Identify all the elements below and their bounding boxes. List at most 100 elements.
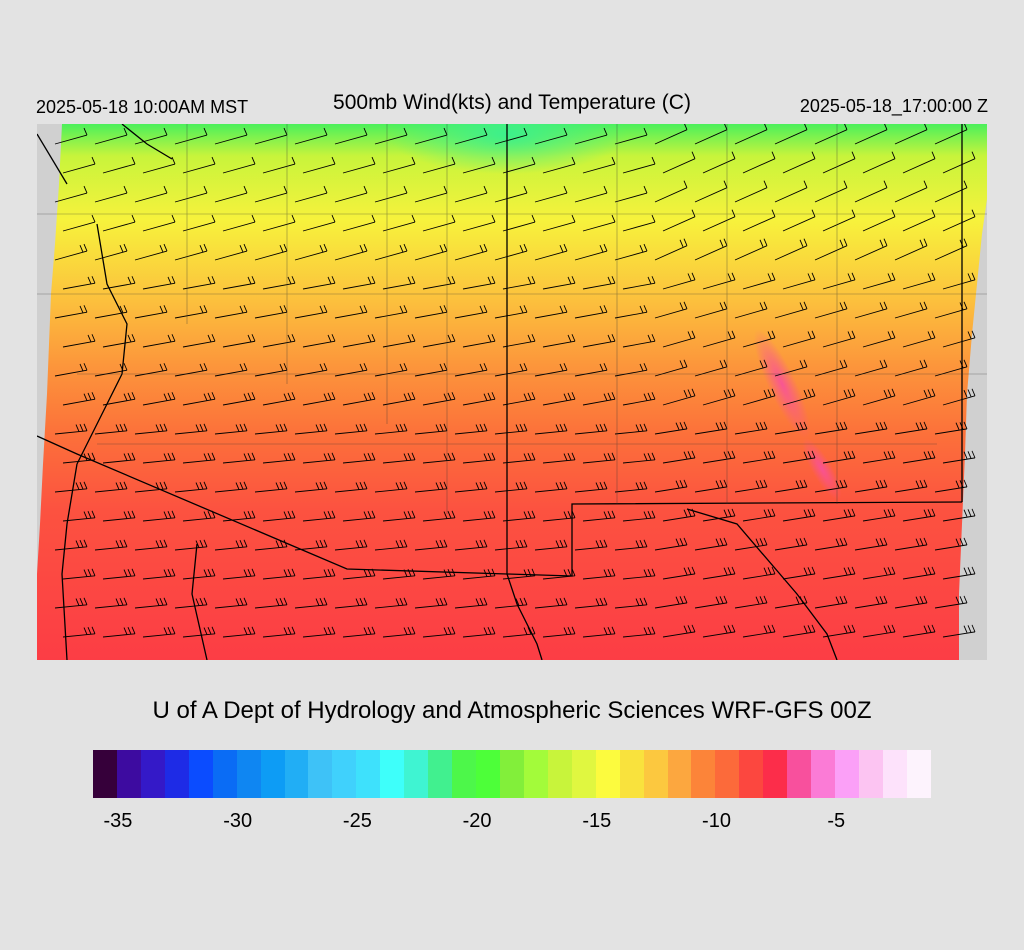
wind-barb-flag: [559, 540, 564, 548]
wind-barb-shaft: [454, 430, 488, 435]
wind-barb-shaft: [334, 604, 368, 609]
wind-barb-flag: [251, 156, 256, 165]
wind-barb-shaft: [582, 221, 616, 232]
wind-barb-flag: [603, 597, 608, 605]
colorbar-swatch: [140, 750, 165, 798]
wind-barb-shaft: [254, 311, 288, 319]
wind-barb-flag: [83, 569, 88, 577]
wind-barb-flag: [643, 127, 648, 136]
wind-barb-flag: [315, 598, 320, 606]
wind-barb-shaft: [774, 544, 808, 551]
wind-barb-flag: [883, 567, 888, 575]
wind-barb-flag: [203, 363, 208, 371]
wind-barb-flag: [87, 627, 92, 635]
wind-barb-shaft: [734, 486, 768, 493]
wind-barb-shaft: [862, 337, 896, 348]
wind-barb-flag: [679, 480, 684, 488]
wind-barb-shaft: [334, 488, 368, 493]
wind-barb-flag: [475, 540, 480, 548]
wind-barb-shaft: [54, 369, 88, 377]
wind-barb-flag: [687, 451, 692, 459]
wind-barb-shaft: [662, 631, 696, 638]
wind-barb-flag: [971, 272, 976, 280]
wind-barb-shaft: [822, 395, 856, 406]
wind-barb-flag: [843, 595, 848, 604]
wind-barb-shaft: [582, 163, 616, 174]
wind-barb-shaft: [862, 573, 896, 580]
wind-barb-flag: [291, 452, 296, 460]
wind-barb-flag: [643, 393, 648, 401]
weather-map: [37, 124, 987, 660]
wind-barb-flag: [439, 482, 444, 490]
wind-barb-flag: [283, 393, 288, 401]
wind-barb-flag: [283, 363, 288, 371]
wind-barb-shaft: [334, 250, 368, 261]
wind-barb-shaft: [462, 517, 496, 522]
wind-barb-shaft: [894, 486, 928, 493]
wind-barb-flag: [891, 566, 896, 575]
wind-barb-flag: [91, 392, 96, 400]
wind-barb-shaft: [374, 430, 408, 435]
wind-barb-flag: [159, 305, 164, 314]
colorbar-swatch: [667, 750, 692, 798]
wind-barb-shaft: [262, 282, 296, 290]
wind-barb-flag: [923, 238, 928, 246]
wind-barb-flag: [235, 424, 240, 432]
wind-barb-shaft: [542, 340, 576, 348]
wind-barb-flag: [967, 331, 972, 339]
wind-barb-shaft: [622, 575, 656, 580]
wind-barb-flag: [163, 127, 168, 136]
wind-barb-flag: [651, 334, 656, 342]
wind-barb-shaft: [462, 459, 496, 464]
wind-barb-flag: [883, 359, 888, 367]
wind-barb-flag: [171, 452, 176, 460]
wind-barb-shaft: [174, 369, 208, 377]
wind-barb-flag: [879, 596, 884, 604]
wind-barb-flag: [123, 243, 128, 252]
wind-barb-flag: [724, 124, 728, 130]
wind-barb-shaft: [622, 340, 656, 348]
wind-barb-flag: [679, 239, 684, 247]
wind-barb-flag: [879, 360, 884, 368]
wind-barb-flag: [411, 214, 416, 223]
wind-barb-shaft: [254, 546, 288, 551]
colorbar-swatch: [164, 750, 189, 798]
wind-barb-flag: [843, 301, 848, 309]
wind-barb-flag: [767, 509, 772, 517]
wind-barb-flag: [291, 214, 296, 223]
wind-barb-flag: [883, 421, 888, 430]
wind-barb-flag: [639, 244, 644, 253]
wind-barb-flag: [835, 422, 840, 430]
wind-barb-shaft: [862, 631, 896, 638]
wind-barb-flag: [727, 625, 732, 633]
wind-barb-shaft: [62, 221, 96, 232]
wind-barb-flag: [763, 390, 768, 398]
wind-barb-flag: [563, 597, 568, 605]
wind-barb-flag: [595, 598, 600, 606]
wind-barb-shaft: [134, 430, 168, 435]
wind-barb-shaft: [574, 604, 608, 609]
wind-barb-shaft: [534, 430, 568, 435]
wind-barb-shaft: [422, 340, 456, 348]
wind-barb-shaft: [94, 546, 128, 551]
wind-barb-flag: [443, 243, 448, 252]
wind-barb-flag: [687, 389, 692, 397]
wind-barb-flag: [843, 537, 848, 546]
wind-barb-flag: [367, 276, 372, 285]
wind-barb-flag: [967, 509, 972, 517]
wind-barb-shaft: [654, 187, 688, 203]
wind-barb-flag: [675, 422, 680, 430]
wind-barb-shaft: [422, 221, 456, 232]
wind-barb-flag: [131, 334, 136, 342]
wind-barb-flag: [83, 363, 88, 371]
wind-barb-flag: [795, 480, 800, 488]
wind-barb-flag: [323, 481, 328, 489]
wind-barb-shaft: [902, 395, 936, 406]
wind-barb-flag: [679, 302, 684, 310]
wind-barb-shaft: [94, 430, 128, 435]
wind-barb-flag: [919, 538, 924, 546]
wind-barb-shaft: [862, 216, 896, 232]
wind-barb-flag: [967, 273, 972, 281]
wind-barb-flag: [811, 566, 816, 575]
wind-barb-shaft: [454, 369, 488, 377]
